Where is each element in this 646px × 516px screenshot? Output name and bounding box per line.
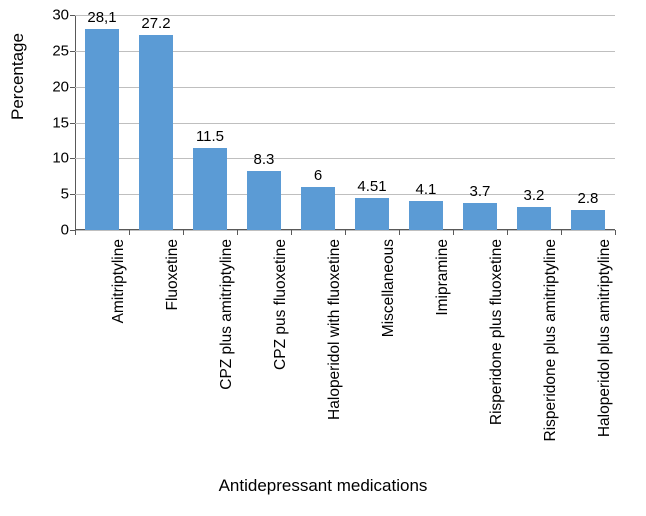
y-tick-label: 10 — [52, 150, 69, 167]
category-label: Amitriptyline — [110, 239, 128, 323]
bar: 4.51 — [355, 198, 388, 230]
bar-value-label: 6 — [301, 167, 334, 184]
bar-value-label: 8.3 — [247, 151, 280, 168]
bar-value-label: 3.7 — [463, 183, 496, 200]
bar-value-label: 27.2 — [139, 15, 172, 32]
x-tick-mark — [615, 230, 616, 235]
bar-value-label: 28,1 — [85, 9, 118, 26]
category-labels: Amitriptyline Fluoxetine CPZ plus amitript… — [75, 235, 615, 465]
bar-value-label: 2.8 — [571, 190, 604, 207]
y-tick-label: 15 — [52, 114, 69, 131]
category-label: Miscellaneous — [380, 239, 398, 337]
bar: 27.2 — [139, 35, 172, 230]
bar: 8.3 — [247, 171, 280, 230]
category-label: Risperidone plus amitriptyline — [542, 239, 560, 441]
bar-value-label: 4.1 — [409, 181, 442, 198]
category-label: Fluoxetine — [164, 239, 182, 311]
category-label: Risperidone plus fluoxetine — [488, 239, 506, 425]
bar: 28,1 — [85, 29, 118, 230]
plot-area: 051015202530 28,127.211.58.364.514.13.73… — [75, 15, 615, 230]
category-label: Haloperidol plus amitriptyline — [596, 239, 614, 437]
category-label: Imipramine — [434, 239, 452, 316]
bar-value-label: 4.51 — [355, 178, 388, 195]
y-tick-label: 5 — [61, 186, 69, 203]
y-axis-label: Percentage — [8, 33, 28, 120]
x-axis-label: Antidepressant medications — [0, 476, 646, 496]
y-tick-label: 0 — [61, 222, 69, 239]
bar: 6 — [301, 187, 334, 230]
y-tick-label: 20 — [52, 78, 69, 95]
bars-container: 28,1 27.2 11.5 8.3 6 4.51 4.1 3.7 3.2 2.8 — [75, 15, 615, 230]
bar: 11.5 — [193, 148, 226, 230]
bar: 3.2 — [517, 207, 550, 230]
y-tick-label: 25 — [52, 42, 69, 59]
y-tick-label: 30 — [52, 7, 69, 24]
bar: 3.7 — [463, 203, 496, 230]
bar: 4.1 — [409, 201, 442, 230]
bar-chart: Percentage 0 5 10 15 20 25 30 28,1 27.2 11.5 8.3 6… — [0, 0, 646, 516]
bar-value-label: 3.2 — [517, 187, 550, 204]
category-label: CPZ pus fluoxetine — [272, 239, 290, 370]
category-label: CPZ plus amitriptyline — [218, 239, 236, 390]
category-label: Haloperidol with fluoxetine — [326, 239, 344, 420]
bar-value-label: 11.5 — [193, 128, 226, 145]
bar: 2.8 — [571, 210, 604, 230]
